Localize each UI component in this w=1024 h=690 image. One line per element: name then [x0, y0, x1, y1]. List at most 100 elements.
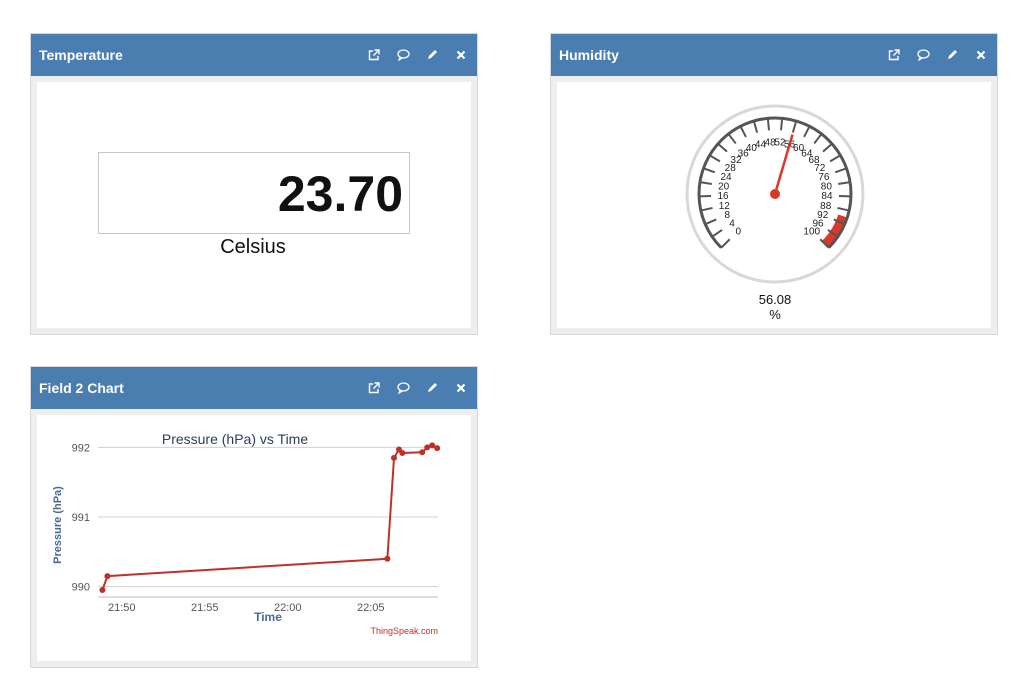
comment-icon[interactable]	[915, 47, 931, 63]
x-tick-label: 21:50	[108, 602, 136, 614]
gauge-tick	[727, 133, 737, 145]
y-axis-label: Pressure (hPa)	[52, 486, 64, 564]
gauge-tick	[837, 206, 850, 212]
field2-chart-panel: Field 2 Chart Pressure (hPa) vs Time Pre…	[30, 366, 478, 668]
humidity-gauge: 0481216202428323640444852566064687276808…	[685, 104, 865, 284]
data-point	[391, 454, 398, 461]
close-icon[interactable]	[973, 47, 989, 63]
external-link-icon[interactable]	[366, 47, 382, 63]
x-tick-label: 21:55	[191, 602, 219, 614]
y-tick-label: 992	[72, 442, 90, 454]
data-point	[419, 449, 426, 456]
gauge-tick	[829, 154, 841, 163]
gauge-tick	[703, 167, 716, 174]
panel-body: Pressure (hPa) vs Time Pressure (hPa) Ti…	[37, 415, 471, 661]
gauge-tick	[700, 206, 713, 212]
gauge-tick-label: 0	[735, 226, 741, 237]
panel-body: 23.70 Celsius	[37, 82, 471, 328]
gauge-tick-label: 96	[812, 219, 824, 230]
credit-link[interactable]: ThingSpeak.com	[370, 626, 438, 636]
gauge-tick	[752, 120, 759, 133]
x-axis-label: Time	[254, 610, 282, 624]
gauge-tick	[791, 120, 798, 133]
panel-header: Field 2 Chart	[31, 367, 477, 409]
close-icon[interactable]	[453, 380, 469, 396]
external-link-icon[interactable]	[886, 47, 902, 63]
series-line	[101, 444, 438, 591]
gauge-tick	[827, 229, 839, 238]
gauge-tick-label: 72	[814, 163, 826, 174]
comment-icon[interactable]	[395, 47, 411, 63]
gauge-tick	[803, 125, 811, 138]
gauge-tick-label: 88	[820, 201, 832, 212]
gauge-needle	[773, 134, 794, 195]
y-tick-label: 991	[72, 512, 90, 524]
gauge-tick-label: 8	[724, 210, 730, 221]
gauge-hub	[770, 189, 780, 199]
data-point	[434, 445, 441, 452]
pencil-icon[interactable]	[424, 380, 440, 396]
temperature-panel: Temperature 23.70 Celsius	[30, 33, 478, 335]
y-tick-label: 990	[72, 582, 90, 594]
gauge-tick-label: 40	[746, 143, 758, 154]
gauge-tick-label: 80	[821, 181, 833, 192]
temperature-value: 23.70	[98, 152, 410, 234]
external-link-icon[interactable]	[366, 380, 382, 396]
gauge-tick	[717, 142, 728, 153]
panel-title: Temperature	[39, 47, 123, 63]
humidity-unit: %	[769, 307, 781, 322]
gauge-tick	[711, 229, 723, 238]
data-point	[429, 442, 436, 449]
gauge-tick-label: 36	[738, 148, 750, 159]
gauge-tick-label: 92	[817, 210, 829, 221]
gauge-tick	[766, 118, 770, 131]
pencil-icon[interactable]	[944, 47, 960, 63]
gauge-tick-label: 44	[755, 140, 767, 151]
gauge-tick-label: 100	[803, 226, 820, 237]
gauge-danger-band	[821, 214, 847, 248]
pencil-icon[interactable]	[424, 47, 440, 63]
gauge-tick-label: 28	[725, 163, 737, 174]
gauge-tick-label: 64	[801, 148, 813, 159]
gauge-tick-label: 48	[765, 138, 777, 149]
gauge-tick	[819, 238, 830, 249]
temperature-unit: Celsius	[220, 236, 286, 258]
humidity-panel: Humidity 0481216202428323640444852566064…	[550, 33, 998, 335]
gauge-tick-label: 12	[719, 201, 731, 212]
chart-title: Pressure (hPa) vs Time	[162, 431, 308, 447]
gauge-tick	[780, 118, 784, 131]
gauge-tick-label: 32	[730, 155, 742, 166]
gauge-tick-label: 68	[808, 155, 820, 166]
panel-title: Field 2 Chart	[39, 380, 124, 396]
data-point	[104, 573, 111, 580]
humidity-value: 56.08	[758, 292, 792, 307]
gauge-tick	[833, 218, 846, 226]
gauge-arc	[697, 116, 853, 249]
gauge-tick-label: 84	[821, 191, 833, 202]
pressure-chart: Pressure (hPa) vs Time Pressure (hPa) Ti…	[52, 431, 441, 636]
gauge-tick-label: 76	[818, 172, 830, 183]
gauge-tick	[834, 167, 847, 174]
gauge-tick-label: 20	[718, 181, 730, 192]
data-point	[399, 450, 406, 456]
gauge-tick	[699, 181, 712, 185]
close-icon[interactable]	[453, 47, 469, 63]
gauge-tick-label: 60	[793, 143, 805, 154]
data-point	[424, 444, 431, 451]
panel-body: 0481216202428323640444852566064687276808…	[557, 82, 991, 328]
panel-header: Humidity	[551, 34, 997, 76]
gauge-tick	[739, 125, 747, 138]
x-tick-label: 22:00	[274, 602, 302, 614]
gauge-tick-label: 24	[721, 172, 733, 183]
data-point	[99, 587, 106, 594]
gauge-tick	[813, 133, 823, 145]
gauge-tick	[709, 154, 721, 163]
gauge-tick-label: 52	[774, 138, 786, 149]
gauge-tick	[838, 181, 851, 185]
gauge-tick	[822, 142, 833, 153]
gauge-tick	[704, 218, 717, 226]
panel-header: Temperature	[31, 34, 477, 76]
gauge-tick	[720, 238, 731, 249]
gauge-tick-label: 4	[729, 219, 735, 230]
comment-icon[interactable]	[395, 380, 411, 396]
